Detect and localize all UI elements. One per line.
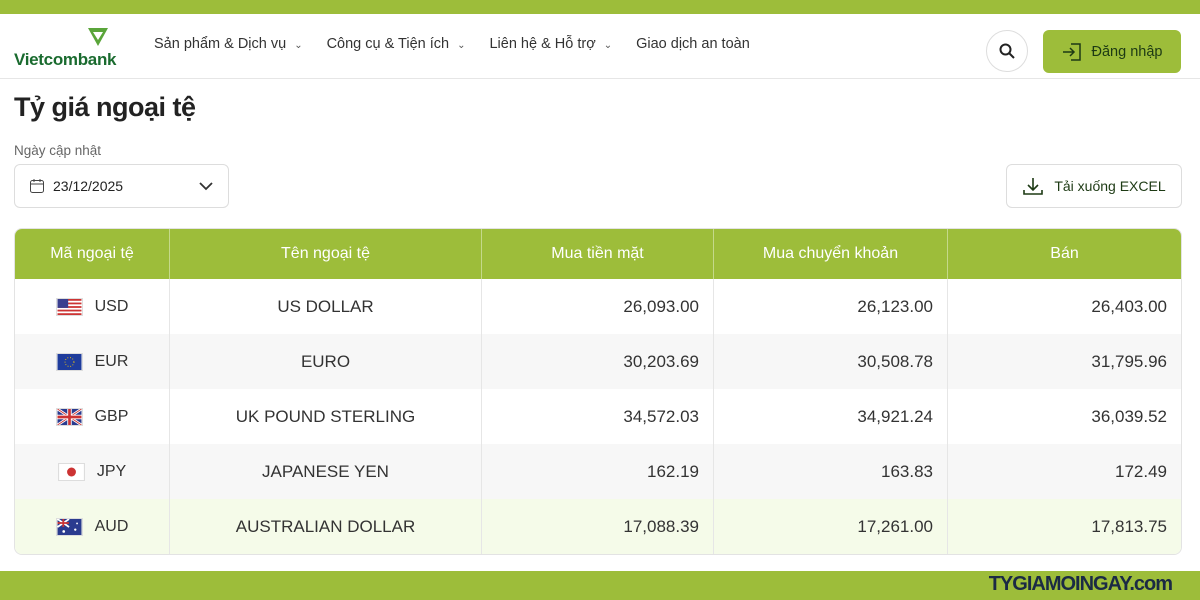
- uk-flag-icon: [55, 407, 83, 426]
- top-bar: [0, 0, 1200, 14]
- col-transfer-buy: Mua chuyển khoản: [714, 229, 948, 279]
- chevron-down-icon: ⌄: [457, 40, 466, 51]
- currency-name: US DOLLAR: [170, 279, 482, 334]
- nav-label: Liên hệ & Hỗ trợ: [489, 36, 596, 52]
- chevron-down-icon: ⌄: [603, 40, 613, 51]
- date-value: 23/12/2025: [53, 178, 124, 194]
- download-icon: [1023, 178, 1044, 195]
- logo-text: Vietcombank: [14, 50, 117, 69]
- page-title: Tỷ giá ngoại tệ: [14, 92, 196, 122]
- sell: 26,403.00: [1091, 296, 1167, 316]
- sell: 31,795.96: [948, 334, 1181, 389]
- cash-buy: 26,093.00: [482, 279, 714, 334]
- nav-safe-transactions[interactable]: Giao dịch an toàn: [636, 36, 750, 52]
- vietcombank-logo[interactable]: Vietcombank: [14, 24, 124, 69]
- eu-flag-icon: [55, 352, 83, 371]
- currency-code: EUR: [94, 352, 129, 370]
- table-row: GBP UK POUND STERLING 34,572.03 34,921.2…: [15, 389, 1181, 444]
- currency-name: JAPANESE YEN: [170, 444, 482, 499]
- exchange-rate-table: Mã ngoại tệ Tên ngoại tệ Mua tiền mặt Mu…: [14, 228, 1182, 555]
- chevron-down-icon: ⌄: [294, 40, 303, 51]
- transfer-buy: 163.83: [714, 444, 948, 499]
- header: Vietcombank Sản phẩm & Dịch vụ ⌄ Công cụ …: [0, 14, 1200, 79]
- nav-tools[interactable]: Công cụ & Tiện ích ⌄: [327, 36, 466, 52]
- transfer-buy: 26,123.00: [714, 279, 948, 334]
- login-icon: [1062, 42, 1081, 61]
- nav-label: Sản phẩm & Dịch vụ: [154, 36, 287, 52]
- logo-mark-icon: [88, 28, 108, 46]
- japan-flag-icon: [57, 462, 85, 481]
- col-cash-buy: Mua tiền mặt: [482, 229, 714, 279]
- sell: 172.49: [948, 444, 1181, 499]
- table-row: EUR EURO 30,203.69 30,508.78 31,795.96: [15, 334, 1181, 389]
- australia-flag-icon: [55, 517, 83, 536]
- cash-buy: 162.19: [482, 444, 714, 499]
- nav-products[interactable]: Sản phẩm & Dịch vụ ⌄: [154, 36, 303, 52]
- login-button[interactable]: Đăng nhập: [1043, 30, 1181, 73]
- date-picker[interactable]: 23/12/2025: [14, 164, 229, 208]
- main-nav: Sản phẩm & Dịch vụ ⌄ Công cụ & Tiện ích ⌄ …: [154, 36, 750, 52]
- col-sell: Bán: [948, 229, 1181, 279]
- download-excel-button[interactable]: Tải xuống EXCEL: [1006, 164, 1182, 208]
- search-icon: [999, 43, 1015, 59]
- currency-name: UK POUND STERLING: [170, 389, 482, 444]
- currency-name: EURO: [170, 334, 482, 389]
- cash-buy: 34,572.03: [482, 389, 714, 444]
- table-header: Mã ngoại tệ Tên ngoại tệ Mua tiền mặt Mu…: [15, 229, 1181, 279]
- nav-label: Giao dịch an toàn: [636, 36, 750, 52]
- table-row: USD US DOLLAR 26,093.00 26,123.00 26,403…: [15, 279, 1181, 334]
- date-label: Ngày cập nhật: [14, 143, 102, 158]
- currency-code: USD: [94, 297, 129, 315]
- cash-buy: 17,088.39: [482, 499, 714, 554]
- sell: 17,813.75: [948, 499, 1181, 554]
- currency-code: GBP: [94, 407, 129, 425]
- transfer-buy: 34,921.24: [714, 389, 948, 444]
- currency-code: JPY: [96, 462, 127, 480]
- calendar-icon: [30, 179, 44, 193]
- table-row: JPY JAPANESE YEN 162.19 163.83 172.49: [15, 444, 1181, 499]
- footer-bar: TYGIAMOINGAY.com: [0, 571, 1200, 600]
- transfer-buy: 30,508.78: [714, 334, 948, 389]
- login-label: Đăng nhập: [1091, 43, 1163, 60]
- table-row: AUD AUSTRALIAN DOLLAR 17,088.39 17,261.0…: [15, 499, 1181, 554]
- cash-buy: 30,203.69: [482, 334, 714, 389]
- download-label: Tải xuống EXCEL: [1054, 178, 1166, 194]
- transfer-buy: 17,261.00: [714, 499, 948, 554]
- sell: 36,039.52: [1091, 406, 1167, 426]
- nav-label: Công cụ & Tiện ích: [326, 36, 450, 52]
- nav-contact[interactable]: Liên hệ & Hỗ trợ ⌄: [489, 36, 612, 52]
- currency-code: AUD: [94, 517, 129, 535]
- currency-name: AUSTRALIAN DOLLAR: [170, 499, 482, 554]
- watermark: TYGIAMOINGAY.com: [988, 573, 1173, 595]
- col-code: Mã ngoại tệ: [15, 229, 170, 279]
- col-name: Tên ngoại tệ: [170, 229, 482, 279]
- search-button[interactable]: [986, 30, 1028, 72]
- us-flag-icon: [55, 297, 83, 316]
- chevron-down-icon: [199, 182, 213, 191]
